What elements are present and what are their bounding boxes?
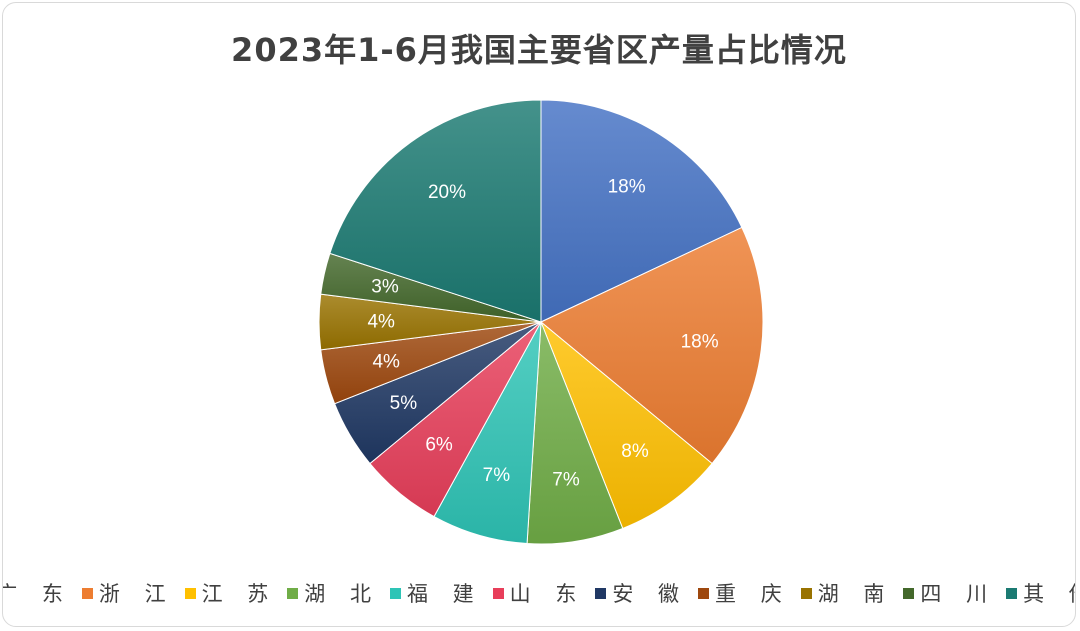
legend-swatch bbox=[81, 587, 93, 599]
legend-swatch bbox=[492, 587, 504, 599]
legend-label: 其 他 bbox=[1023, 582, 1075, 606]
pie-slice-1 bbox=[540, 226, 764, 465]
legend-label: 江 苏 bbox=[201, 582, 278, 606]
legend-swatch bbox=[184, 587, 196, 599]
legend-swatch bbox=[903, 587, 915, 599]
legend-swatch bbox=[698, 587, 710, 599]
legend-item: 安 徽 bbox=[595, 578, 688, 608]
legend-item: 浙 江 bbox=[81, 578, 175, 608]
legend-swatch bbox=[1006, 587, 1018, 599]
slice-data-label: 5% bbox=[390, 393, 418, 414]
legend-swatch bbox=[595, 587, 607, 599]
pie-slice-0 bbox=[540, 99, 743, 323]
legend-item: 福 建 bbox=[389, 578, 483, 608]
legend: 广 东浙 江江 苏湖 北福 建山 东安 徽重 庆湖 南四 川其 他 bbox=[3, 578, 1075, 608]
pie-slice-2 bbox=[540, 321, 713, 530]
legend-swatch bbox=[287, 587, 299, 599]
legend-item: 广 东 bbox=[2, 578, 72, 608]
slice-data-label: 4% bbox=[367, 312, 395, 333]
pie-slice-10 bbox=[329, 99, 542, 323]
slice-data-label: 7% bbox=[552, 469, 580, 490]
legend-item: 其 他 bbox=[1006, 578, 1075, 608]
legend-label: 湖 北 bbox=[304, 582, 380, 606]
legend-label: 安 徽 bbox=[612, 582, 689, 606]
legend-item: 湖 南 bbox=[800, 578, 894, 608]
legend-label: 四 川 bbox=[920, 582, 997, 606]
slice-data-label: 4% bbox=[372, 351, 400, 372]
legend-item: 重 庆 bbox=[698, 578, 791, 608]
legend-label: 山 东 bbox=[509, 582, 586, 606]
slice-data-label: 3% bbox=[371, 277, 399, 298]
pie-chart: 18% 18% 8% 7% 7% 6% 5% 4% 4% 3% 20% bbox=[318, 99, 764, 545]
slice-data-label: 20% bbox=[428, 182, 466, 203]
legend-label: 福 建 bbox=[406, 582, 483, 606]
legend-label: 重 庆 bbox=[715, 582, 791, 606]
slice-data-label: 18% bbox=[608, 177, 646, 198]
legend-swatch bbox=[389, 587, 401, 599]
legend-label: 广 东 bbox=[2, 582, 72, 606]
legend-item: 江 苏 bbox=[184, 578, 278, 608]
legend-swatch bbox=[800, 587, 812, 599]
chart-title: 2023年1-6月我国主要省区产量占比情况 bbox=[231, 31, 847, 69]
slice-data-label: 18% bbox=[681, 332, 719, 353]
pie-slices bbox=[318, 99, 764, 545]
legend-item: 四 川 bbox=[903, 578, 996, 608]
slice-data-label: 6% bbox=[425, 435, 453, 456]
slice-data-label: 7% bbox=[483, 465, 511, 486]
slice-data-label: 8% bbox=[621, 441, 649, 462]
legend-item: 山 东 bbox=[492, 578, 586, 608]
pie-labels: 18% 18% 8% 7% 7% 6% 5% 4% 4% 3% 20% bbox=[367, 177, 718, 491]
legend-label: 浙 江 bbox=[98, 582, 175, 606]
legend-label: 湖 南 bbox=[817, 582, 894, 606]
legend-item: 湖 北 bbox=[287, 578, 380, 608]
